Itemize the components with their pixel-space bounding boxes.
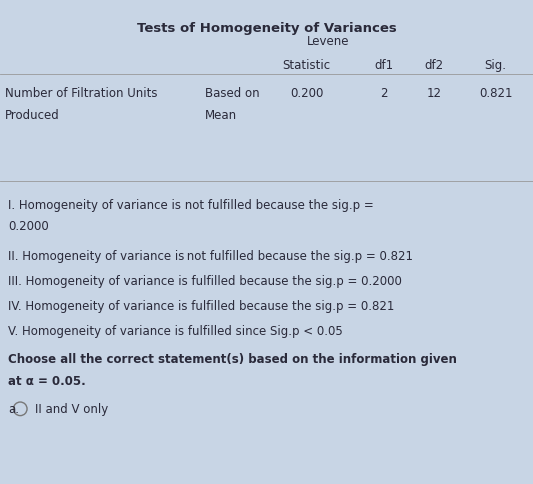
Text: 0.2000: 0.2000	[8, 219, 49, 232]
Text: III. Homogeneity of variance is fulfilled because the sig.p = 0.2000: III. Homogeneity of variance is fulfille…	[8, 274, 402, 287]
Text: Choose all the correct statement(s) based on the information given: Choose all the correct statement(s) base…	[8, 352, 457, 365]
Text: Statistic: Statistic	[282, 59, 330, 72]
Text: Produced: Produced	[5, 109, 60, 122]
Text: 0.821: 0.821	[479, 87, 512, 100]
Text: Based on: Based on	[205, 87, 260, 100]
Text: 2: 2	[380, 87, 387, 100]
Text: at α = 0.05.: at α = 0.05.	[8, 374, 86, 387]
Text: df1: df1	[374, 59, 393, 72]
Text: Mean: Mean	[205, 109, 237, 122]
Text: Tests of Homogeneity of Variances: Tests of Homogeneity of Variances	[136, 22, 397, 35]
Text: 12: 12	[427, 87, 442, 100]
Text: Number of Filtration Units: Number of Filtration Units	[5, 87, 158, 100]
Text: I. Homogeneity of variance is not fulfilled because the sig.p =: I. Homogeneity of variance is not fulfil…	[8, 198, 374, 212]
Text: 0.200: 0.200	[290, 87, 323, 100]
Text: Sig.: Sig.	[484, 59, 507, 72]
Text: Levene: Levene	[306, 35, 349, 48]
Text: a.: a.	[8, 402, 19, 415]
Text: II. Homogeneity of variance is not fulfilled because the sig.p = 0.821: II. Homogeneity of variance is not fulfi…	[8, 249, 413, 262]
Text: II and V only: II and V only	[35, 402, 108, 415]
Text: V. Homogeneity of variance is fulfilled since Sig.p < 0.05: V. Homogeneity of variance is fulfilled …	[8, 325, 343, 338]
Text: IV. Homogeneity of variance is fulfilled because the sig.p = 0.821: IV. Homogeneity of variance is fulfilled…	[8, 300, 394, 313]
Text: df2: df2	[425, 59, 444, 72]
